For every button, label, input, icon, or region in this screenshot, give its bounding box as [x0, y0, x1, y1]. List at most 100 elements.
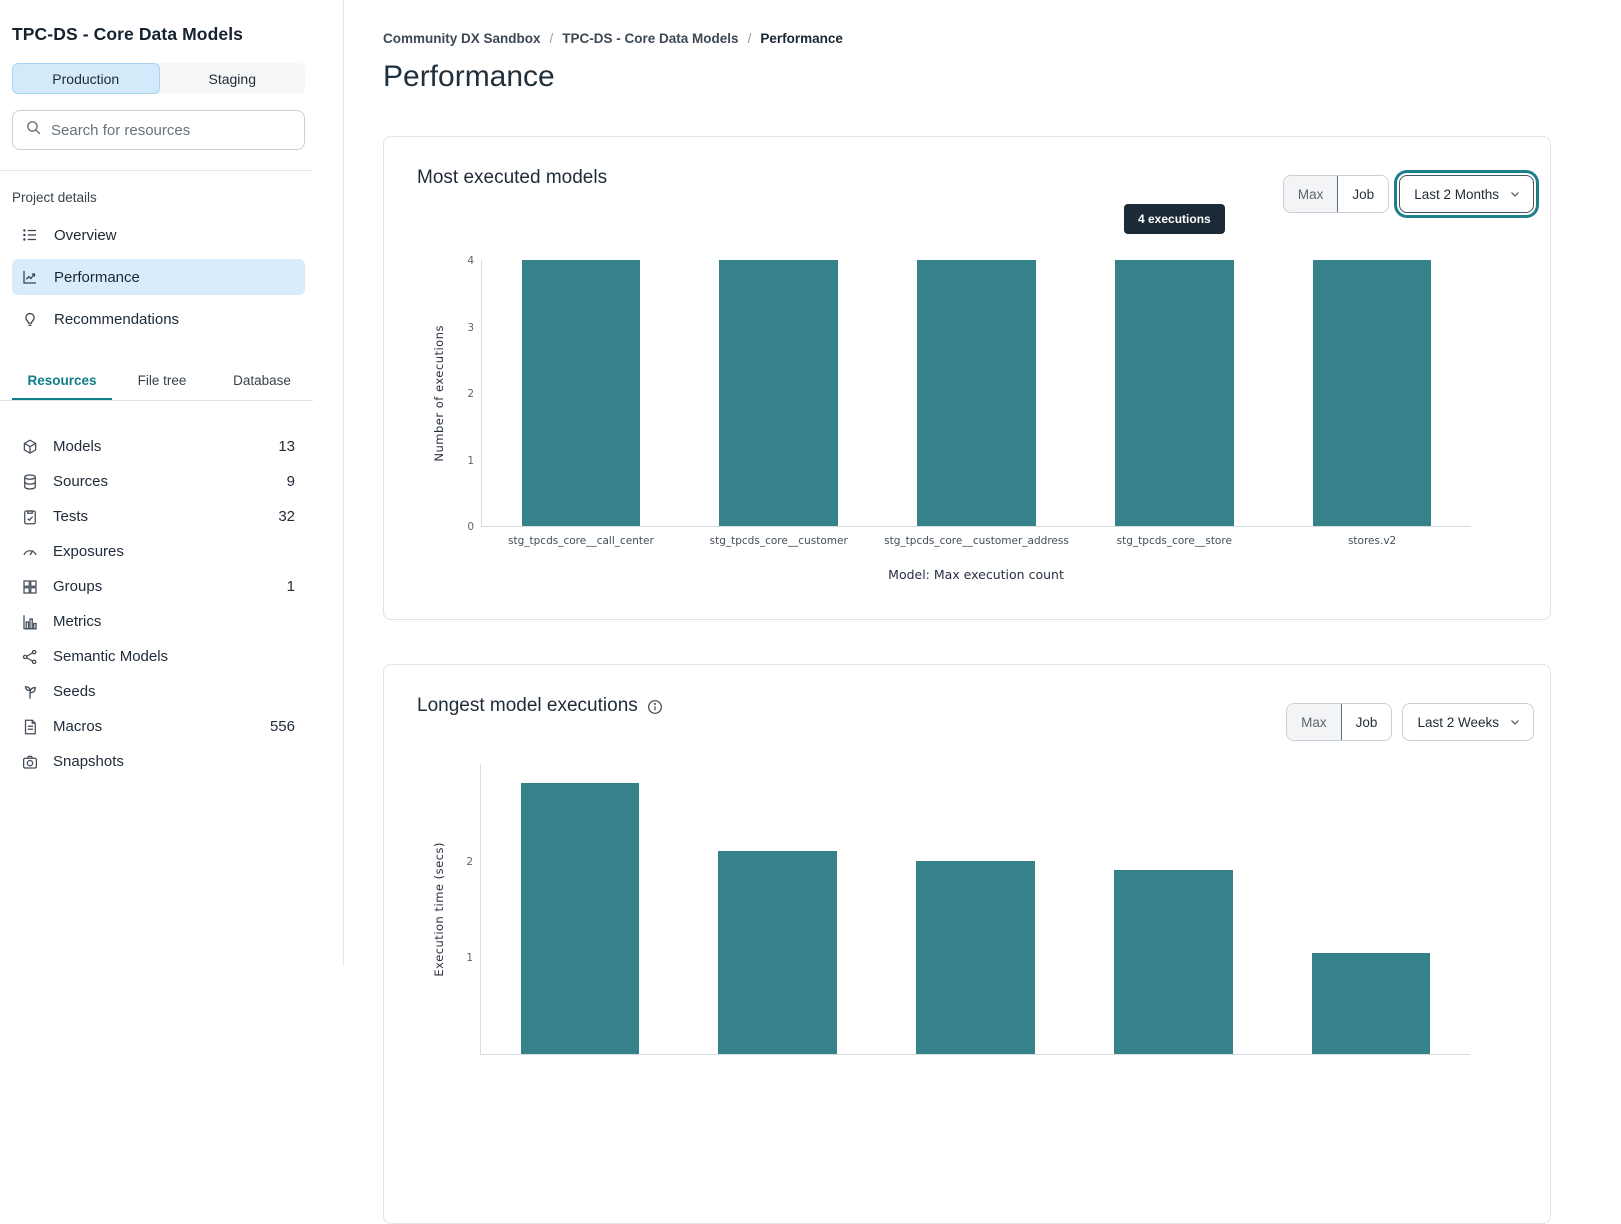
chart-title: Most executed models	[417, 167, 608, 188]
search-input[interactable]	[51, 121, 292, 139]
bar[interactable]	[917, 260, 1036, 526]
sidebar-item-overview[interactable]: Overview	[12, 217, 305, 253]
x-axis-label: stg_tpcds_core__call_center	[508, 535, 654, 547]
resource-label: Metrics	[53, 613, 102, 630]
sidebar: TPC-DS - Core Data Models Production Sta…	[0, 0, 344, 966]
search-icon	[25, 119, 42, 141]
grid-icon	[21, 578, 39, 596]
project-details-label: Project details	[12, 190, 97, 205]
bar[interactable]	[1114, 260, 1234, 526]
breadcrumb-item[interactable]: TPC-DS - Core Data Models	[562, 31, 739, 46]
x-axis-label: stg_tpcds_core__store	[1116, 535, 1232, 547]
camera-icon	[21, 753, 39, 771]
bar[interactable]	[719, 260, 839, 526]
resource-count: 9	[286, 473, 295, 490]
sidebar-item-recommendations[interactable]: Recommendations	[12, 301, 305, 337]
lightbulb-icon	[21, 310, 39, 328]
info-icon[interactable]	[647, 699, 663, 715]
chevron-down-icon	[1509, 716, 1521, 728]
resource-row-macros[interactable]: Macros 556	[12, 709, 295, 744]
y-axis-title: Number of executions	[432, 325, 446, 462]
resource-label: Groups	[53, 578, 103, 595]
chart-line-icon	[21, 268, 39, 286]
resource-label: Tests	[53, 508, 89, 525]
breadcrumb-item[interactable]: Community DX Sandbox	[383, 31, 541, 46]
gauge-icon	[21, 543, 39, 561]
resource-row-tests[interactable]: Tests 32	[12, 499, 295, 534]
clipboard-check-icon	[21, 508, 39, 526]
project-nav: Overview Performance Recommendations	[12, 217, 343, 337]
x-axis-label: stores.v2	[1347, 535, 1397, 547]
y-axis-tick: 1	[466, 952, 473, 965]
resource-count: 13	[278, 438, 295, 455]
breadcrumb-separator: /	[549, 31, 554, 46]
bar[interactable]	[916, 860, 1035, 1054]
document-icon	[21, 718, 39, 736]
chart-title: Longest model executions	[417, 695, 638, 716]
bar[interactable]	[1311, 952, 1431, 1054]
bar[interactable]	[718, 851, 838, 1054]
date-range-dropdown[interactable]: Last 2 Weeks	[1402, 703, 1534, 741]
nav-item-label: Overview	[54, 226, 117, 244]
resource-row-exposures[interactable]: Exposures	[12, 534, 295, 569]
project-title: TPC-DS - Core Data Models	[12, 24, 243, 44]
date-range-dropdown[interactable]: Last 2 Months	[1399, 175, 1534, 213]
chart-tooltip: 4 executions	[1124, 204, 1225, 234]
resource-label: Semantic Models	[53, 648, 169, 665]
resource-label: Seeds	[53, 683, 96, 700]
y-axis-tick: 2	[466, 855, 473, 868]
resource-list: Models 13 Sources 9 Tests 32 Exposures G…	[12, 429, 343, 779]
y-axis-tick: 3	[467, 321, 474, 334]
breadcrumb: Community DX Sandbox / TPC-DS - Core Data …	[383, 31, 843, 46]
tabs-underline	[0, 400, 313, 401]
y-axis-title: Execution time (secs)	[432, 842, 446, 977]
x-axis-title: Model: Max execution count	[888, 567, 1064, 582]
resource-row-snapshots[interactable]: Snapshots	[12, 744, 295, 779]
bar[interactable]	[1113, 870, 1233, 1054]
nav-item-label: Performance	[54, 268, 140, 286]
max-job-toggle: Max Job	[1286, 703, 1393, 741]
bar[interactable]	[520, 783, 640, 1054]
sidebar-tabs: Resources File tree Database	[12, 369, 312, 400]
tab-file-tree[interactable]: File tree	[137, 373, 187, 388]
resource-row-sources[interactable]: Sources 9	[12, 464, 295, 499]
y-axis-tick: 1	[467, 454, 474, 467]
resource-row-models[interactable]: Models 13	[12, 429, 295, 464]
resource-row-seeds[interactable]: Seeds	[12, 674, 295, 709]
resource-label: Snapshots	[53, 753, 124, 770]
tab-resources[interactable]: Resources	[12, 369, 112, 400]
resource-label: Macros	[53, 718, 103, 735]
resource-row-metrics[interactable]: Metrics	[12, 604, 295, 639]
env-production-button[interactable]: Production	[12, 63, 160, 94]
resource-label: Models	[53, 438, 102, 455]
bar-chart-icon	[21, 613, 39, 631]
tab-database[interactable]: Database	[233, 373, 291, 388]
resource-row-groups[interactable]: Groups 1	[12, 569, 295, 604]
breadcrumb-separator: /	[747, 31, 752, 46]
environment-toggle: Production Staging	[12, 63, 305, 94]
job-button[interactable]: Job	[1338, 176, 1389, 212]
divider	[0, 170, 313, 171]
resource-label: Exposures	[53, 543, 124, 560]
search-box[interactable]	[12, 110, 305, 150]
x-axis-label: stg_tpcds_core__customer_address	[884, 535, 1069, 547]
resource-count: 1	[286, 578, 295, 595]
bar[interactable]	[521, 260, 641, 526]
y-axis-tick: 0	[467, 521, 474, 533]
longest-model-executions-card: Longest model executions Max Job Last 2 …	[383, 664, 1551, 1224]
resource-row-semantic-models[interactable]: Semantic Models	[12, 639, 295, 674]
resource-label: Sources	[53, 473, 109, 490]
sidebar-item-performance[interactable]: Performance	[12, 259, 305, 295]
max-button[interactable]: Max	[1283, 176, 1339, 212]
env-staging-button[interactable]: Staging	[208, 70, 256, 87]
y-axis-tick: 2	[467, 388, 474, 400]
seedling-icon	[21, 683, 39, 701]
max-button[interactable]: Max	[1287, 704, 1342, 740]
list-icon	[21, 226, 39, 244]
bar[interactable]	[1312, 260, 1432, 526]
bar-chart-plot: 0 1 2 3 4 stg_tpcds_core__call_center stg_tpcd…	[467, 255, 1471, 547]
most-executed-models-card: Most executed models Max Job Last 2 Mont…	[383, 136, 1551, 620]
job-button[interactable]: Job	[1341, 704, 1392, 740]
max-job-toggle: Max Job	[1282, 175, 1390, 213]
